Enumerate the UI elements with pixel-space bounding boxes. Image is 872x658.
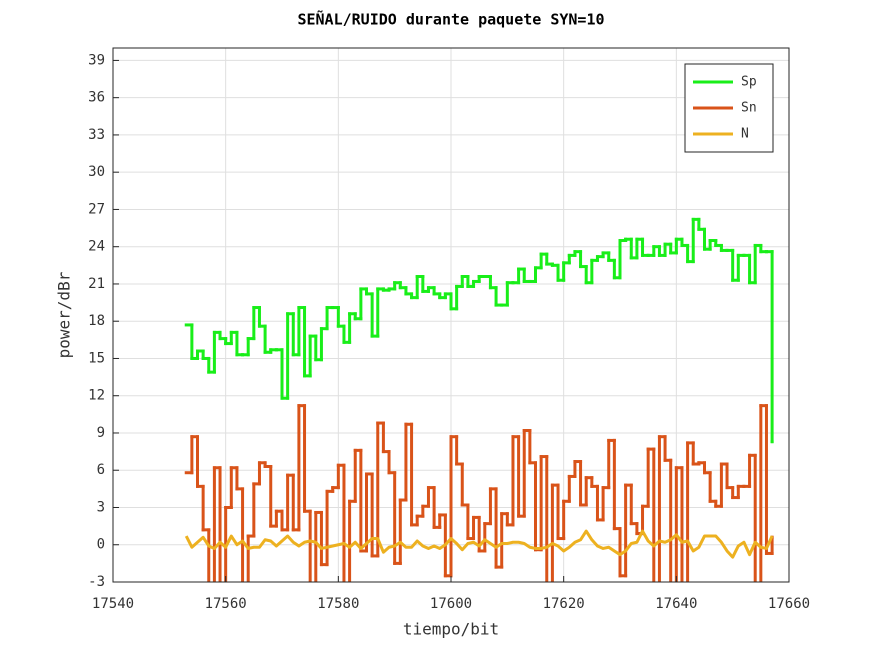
y-tick-label: 30: [88, 164, 105, 180]
y-tick-label: 36: [88, 90, 105, 106]
legend-label: N: [741, 127, 749, 142]
y-tick-label: 0: [97, 537, 105, 553]
x-tick-label: 17660: [768, 596, 810, 612]
y-tick-label: 3: [97, 499, 105, 515]
y-tick-label: -3: [88, 574, 105, 590]
y-tick-label: 15: [88, 350, 105, 366]
y-tick-label: 18: [88, 313, 105, 329]
x-tick-label: 17540: [92, 596, 134, 612]
y-tick-label: 24: [88, 239, 105, 255]
legend-label: Sn: [741, 101, 757, 116]
series-line: [184, 529, 774, 559]
x-tick-label: 17640: [655, 596, 697, 612]
y-tick-label: 12: [88, 388, 105, 404]
x-axis-label: tiempo/bit: [403, 620, 499, 639]
y-tick-label: 39: [88, 52, 105, 68]
y-tick-label: 9: [97, 425, 105, 441]
x-tick-label: 17600: [430, 596, 472, 612]
chart-title: SEÑAL/RUIDO durante paquete SYN=10: [297, 10, 604, 29]
series-layer: [184, 217, 774, 582]
y-tick-label: 33: [88, 127, 105, 143]
y-tick-label: 6: [97, 462, 105, 478]
y-tick-label: 27: [88, 201, 105, 217]
x-tick-label: 17620: [543, 596, 585, 612]
legend: Sp Sn N: [684, 63, 774, 153]
y-axis-label: power/dBr: [55, 271, 74, 358]
legend-label: Sp: [741, 75, 757, 90]
x-tick-label: 17580: [317, 596, 359, 612]
y-tick-label: 21: [88, 276, 105, 292]
ticks: 17540 17560 17580 17600 17620 17640 17660-3036…: [88, 52, 810, 612]
x-tick-label: 17560: [205, 596, 247, 612]
